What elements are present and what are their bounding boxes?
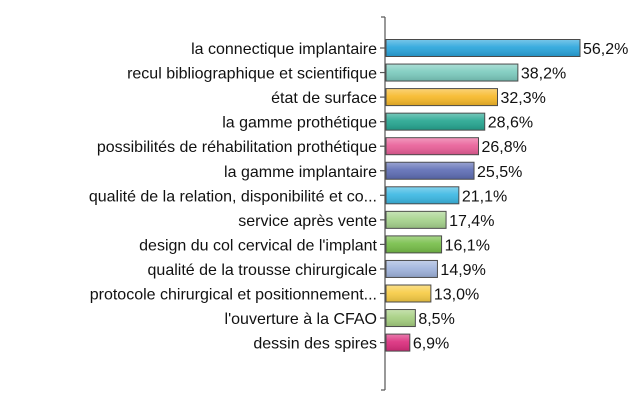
- category-label: recul bibliographique et scientifique: [127, 66, 377, 83]
- category-label: la gamme implantaire: [224, 164, 377, 181]
- data-label: 26,8%: [482, 139, 527, 156]
- data-label: 17,4%: [449, 213, 494, 230]
- category-label: possibilités de réhabilitation prothétiq…: [97, 139, 377, 156]
- bar-shading: [386, 187, 459, 204]
- bar-shading: [386, 40, 580, 56]
- data-label: 14,9%: [440, 262, 485, 279]
- bar-shading: [386, 260, 437, 277]
- data-labels-group: 56,2% 38,2% 32,3% 28,6% 26,8% 25,5% 21,1% 17,4%…: [413, 41, 629, 353]
- bar-shading: [386, 211, 446, 228]
- data-label: 13,0%: [434, 287, 479, 304]
- category-label: dessin des spires: [253, 336, 377, 353]
- bar-shading: [386, 89, 497, 106]
- category-label: la gamme prothétique: [222, 115, 377, 132]
- data-label: 16,1%: [445, 237, 490, 254]
- data-label: 25,5%: [477, 164, 522, 181]
- data-label: 21,1%: [462, 188, 507, 205]
- data-label: 8,5%: [418, 311, 454, 328]
- category-label: service après vente: [238, 213, 377, 230]
- data-label: 56,2%: [583, 41, 628, 58]
- bar-shading: [386, 285, 431, 302]
- category-label: l'ouverture à la CFAO: [225, 311, 377, 328]
- bars-group: [385, 39, 581, 352]
- data-label: 6,9%: [413, 336, 449, 353]
- bar-shading: [386, 162, 474, 179]
- category-label: qualité de la trousse chirurgicale: [148, 262, 378, 279]
- category-label: design du col cervical de l'implant: [139, 237, 377, 254]
- data-label: 32,3%: [500, 90, 545, 107]
- bar-shading: [386, 64, 518, 81]
- bar-shading: [386, 138, 479, 155]
- category-label: état de surface: [271, 90, 377, 107]
- y-axis: [380, 16, 386, 391]
- data-label: 28,6%: [488, 115, 533, 132]
- category-labels-group: la connectique implantaire recul bibliogr…: [89, 41, 378, 353]
- category-label: qualité de la relation, disponibilité et…: [89, 188, 377, 205]
- bar-shading: [386, 334, 410, 351]
- category-label: la connectique implantaire: [191, 41, 377, 58]
- bar-shading: [386, 310, 415, 327]
- data-label: 38,2%: [521, 66, 566, 83]
- bar-shading: [386, 236, 442, 253]
- bar-shading: [386, 113, 485, 130]
- category-label: protocole chirurgical et positionnement.…: [90, 287, 377, 304]
